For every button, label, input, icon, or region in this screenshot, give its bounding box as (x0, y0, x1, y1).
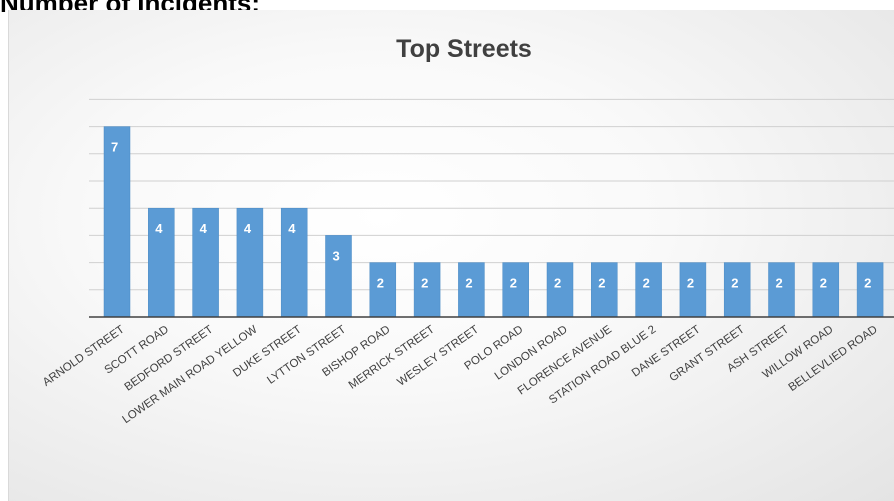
chart-title: Top Streets (396, 35, 532, 63)
bar (856, 262, 884, 318)
data-label: 2 (510, 276, 517, 291)
data-label: 2 (421, 276, 428, 291)
data-label: 2 (643, 276, 650, 291)
x-tick-label: WESLEY STREET (395, 324, 481, 389)
bar-chart: Top Streets 7 4 4 4 4 3 2 2 2 2 2 2 2 2 2 2 2 2 ARNOLD ST… (41, 35, 894, 426)
bar (280, 207, 308, 318)
data-label: 2 (731, 276, 738, 291)
data-label: 7 (111, 140, 118, 155)
bar (192, 207, 219, 318)
data-label: 2 (820, 276, 827, 291)
x-tick-label: ARNOLD STREET (41, 324, 127, 389)
data-label: 4 (200, 221, 208, 236)
data-label: 2 (465, 276, 472, 291)
data-label: 2 (687, 276, 694, 291)
x-tick-label: LYTTON STREET (265, 324, 348, 387)
data-label: 2 (776, 276, 783, 291)
bar (591, 262, 618, 318)
x-tick-label: GRANT STREET (667, 324, 746, 385)
gridlines (89, 98, 894, 291)
data-label: 2 (554, 276, 561, 291)
bar (413, 262, 441, 318)
bar (458, 262, 485, 318)
data-labels: 7 4 4 4 4 3 2 2 2 2 2 2 2 2 2 2 2 2 (111, 140, 871, 291)
data-label: 4 (288, 221, 296, 236)
bar (502, 262, 529, 318)
bar (369, 262, 397, 318)
data-label: 2 (598, 276, 605, 291)
bar (325, 235, 352, 318)
data-label: 4 (244, 221, 252, 236)
bar (103, 126, 131, 318)
bars (103, 126, 884, 318)
data-label: 2 (377, 276, 384, 291)
bar (546, 262, 574, 318)
data-label: 3 (333, 248, 340, 263)
bar (679, 262, 707, 318)
data-label: 2 (864, 276, 871, 291)
chart-area: Top Streets 7 4 4 4 4 3 2 2 2 2 2 2 2 2 2 2 2 2 ARNOLD ST… (8, 10, 894, 501)
bar (236, 207, 264, 318)
bar (812, 262, 840, 318)
data-label: 4 (155, 221, 163, 236)
bar (635, 262, 662, 318)
